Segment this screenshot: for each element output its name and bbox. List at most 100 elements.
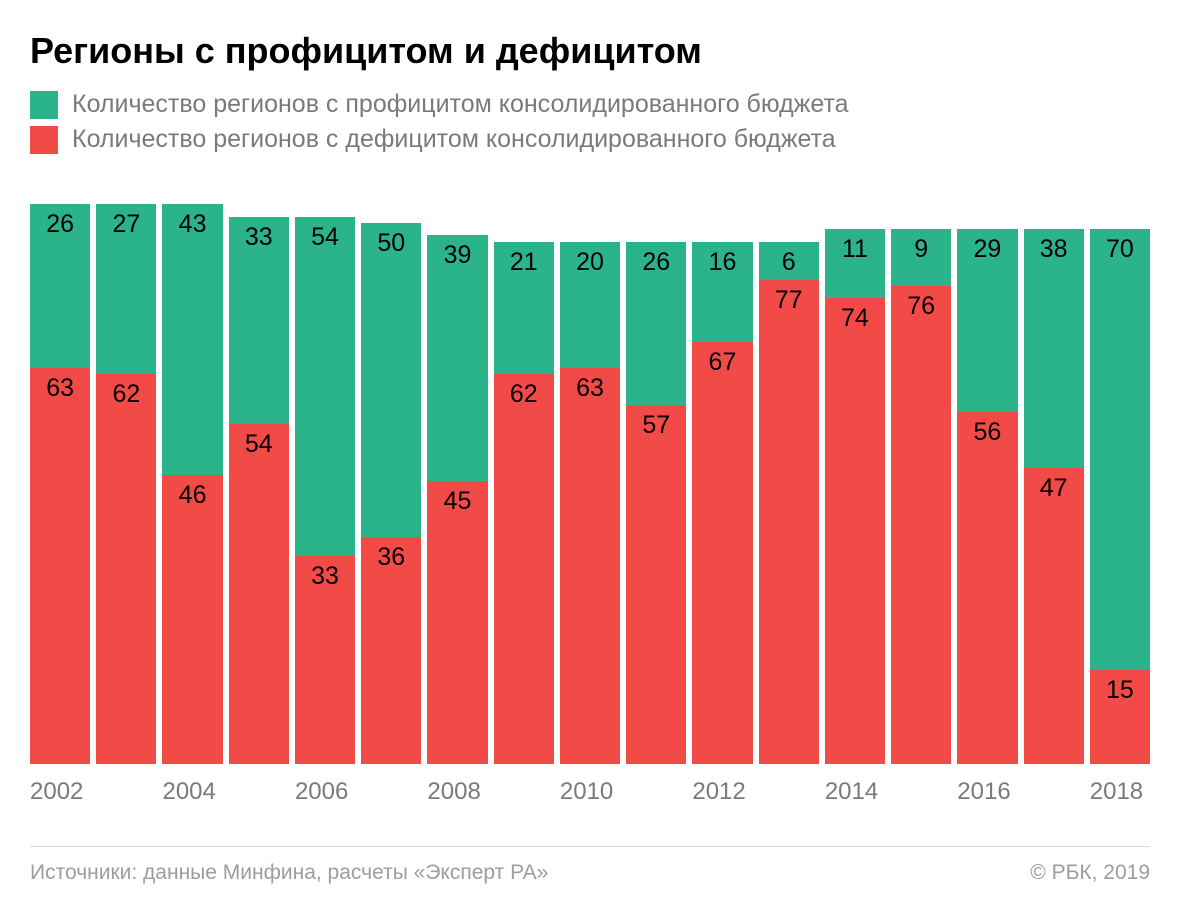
bar-value-deficit: 46 <box>162 481 222 510</box>
bar-value-deficit: 33 <box>295 562 355 591</box>
bar-segment-surplus: 29 <box>957 229 1017 411</box>
bar-value-surplus: 38 <box>1024 235 1084 264</box>
chart-area: 2663276243463354543350363945216220632657… <box>30 204 1150 764</box>
bar-column: 39 45 <box>427 204 487 764</box>
bar-segment-surplus: 27 <box>96 204 156 374</box>
bar-column: 27 62 <box>96 204 156 764</box>
bar-column: 9 76 <box>891 204 951 764</box>
bar-value-deficit: 54 <box>229 430 289 459</box>
bar-segment-surplus: 33 <box>229 217 289 425</box>
bar-value-deficit: 63 <box>560 374 620 403</box>
source-text: Источники: данные Минфина, расчеты «Эксп… <box>30 861 548 885</box>
bar-segment-surplus: 26 <box>30 204 90 368</box>
x-tick: 2012 <box>692 778 752 806</box>
legend: Количество регионов с профицитом консоли… <box>30 90 1150 154</box>
bar-value-deficit: 77 <box>759 286 819 315</box>
bar-column: 2063 <box>560 204 620 764</box>
bar-value-deficit: 15 <box>1090 676 1150 705</box>
bar-column: 43 46 <box>162 204 222 764</box>
bar-segment-deficit: 63 <box>560 368 620 764</box>
bar-value-surplus: 33 <box>229 223 289 252</box>
bar-column: 11 74 <box>825 204 885 764</box>
bar-value-surplus: 21 <box>494 248 554 277</box>
legend-swatch-surplus <box>30 91 58 119</box>
chart-footer: Источники: данные Минфина, расчеты «Эксп… <box>30 846 1150 885</box>
x-tick: 2018 <box>1090 778 1150 806</box>
bar-segment-deficit: 57 <box>626 405 686 764</box>
bar-value-deficit: 36 <box>361 543 421 572</box>
bar-segment-deficit: 77 <box>759 280 819 764</box>
bar-column: 26 63 <box>30 204 90 764</box>
bar-segment-deficit: 45 <box>427 481 487 764</box>
copyright-text: © РБК, 2019 <box>1030 861 1150 885</box>
bar-value-surplus: 26 <box>626 248 686 277</box>
bars-container: 2663276243463354543350363945216220632657… <box>30 204 1150 764</box>
x-axis: 2002200320042005200620072008200920102011… <box>30 778 1150 806</box>
bar-value-surplus: 29 <box>957 235 1017 264</box>
bar-segment-deficit: 54 <box>229 424 289 764</box>
bar-value-deficit: 63 <box>30 374 90 403</box>
bar-segment-surplus: 16 <box>692 242 752 343</box>
legend-label-surplus: Количество регионов с профицитом консоли… <box>72 90 849 119</box>
bar-value-surplus: 43 <box>162 210 222 239</box>
x-tick: 2002 <box>30 778 90 806</box>
bar-value-surplus: 39 <box>427 241 487 270</box>
bar-column: 54 33 <box>295 204 355 764</box>
bar-segment-surplus: 54 <box>295 217 355 557</box>
legend-item-deficit: Количество регионов с дефицитом консолид… <box>30 125 1150 154</box>
bar-value-surplus: 11 <box>825 235 885 264</box>
bar-value-surplus: 27 <box>96 210 156 239</box>
bar-value-deficit: 56 <box>957 418 1017 447</box>
bar-segment-deficit: 15 <box>1090 670 1150 764</box>
bar-value-deficit: 76 <box>891 292 951 321</box>
bar-segment-surplus: 43 <box>162 204 222 475</box>
bar-value-deficit: 62 <box>96 380 156 409</box>
x-tick: 2004 <box>162 778 222 806</box>
bar-column: 1667 <box>692 204 752 764</box>
bar-column: 70 15 <box>1090 204 1150 764</box>
bar-segment-surplus: 38 <box>1024 229 1084 468</box>
bar-column: 21 62 <box>494 204 554 764</box>
bar-segment-deficit: 67 <box>692 342 752 764</box>
bar-value-deficit: 67 <box>692 348 752 377</box>
bar-segment-surplus: 9 <box>891 229 951 286</box>
bar-value-deficit: 62 <box>494 380 554 409</box>
legend-item-surplus: Количество регионов с профицитом консоли… <box>30 90 1150 119</box>
bar-segment-surplus: 21 <box>494 242 554 374</box>
bar-segment-deficit: 47 <box>1024 468 1084 764</box>
bar-segment-deficit: 36 <box>361 537 421 764</box>
bar-column: 677 <box>759 204 819 764</box>
x-tick: 2010 <box>560 778 620 806</box>
bar-segment-deficit: 33 <box>295 556 355 764</box>
bar-segment-deficit: 62 <box>494 374 554 764</box>
bar-column: 29 56 <box>957 204 1017 764</box>
bar-value-surplus: 70 <box>1090 235 1150 264</box>
bar-segment-deficit: 76 <box>891 286 951 764</box>
bar-column: 33 54 <box>229 204 289 764</box>
x-tick: 2016 <box>957 778 1017 806</box>
bar-value-surplus: 54 <box>295 223 355 252</box>
bar-segment-deficit: 56 <box>957 412 1017 764</box>
bar-segment-deficit: 46 <box>162 475 222 764</box>
bar-value-surplus: 16 <box>692 248 752 277</box>
x-tick: 2008 <box>427 778 487 806</box>
bar-column: 50 36 <box>361 204 421 764</box>
bar-value-surplus: 20 <box>560 248 620 277</box>
bar-value-surplus: 9 <box>891 235 951 264</box>
bar-value-surplus: 50 <box>361 229 421 258</box>
bar-segment-surplus: 6 <box>759 242 819 280</box>
bar-column: 26 57 <box>626 204 686 764</box>
bar-value-deficit: 57 <box>626 411 686 440</box>
bar-segment-deficit: 74 <box>825 298 885 764</box>
bar-value-surplus: 6 <box>759 248 819 277</box>
x-tick: 2006 <box>295 778 355 806</box>
bar-segment-surplus: 20 <box>560 242 620 368</box>
bar-segment-surplus: 39 <box>427 235 487 480</box>
bar-segment-surplus: 70 <box>1090 229 1150 669</box>
bar-value-deficit: 74 <box>825 304 885 333</box>
chart-title: Регионы с профицитом и дефицитом <box>30 30 1150 72</box>
bar-segment-surplus: 11 <box>825 229 885 298</box>
bar-column: 38 47 <box>1024 204 1084 764</box>
bar-value-surplus: 26 <box>30 210 90 239</box>
legend-swatch-deficit <box>30 126 58 154</box>
